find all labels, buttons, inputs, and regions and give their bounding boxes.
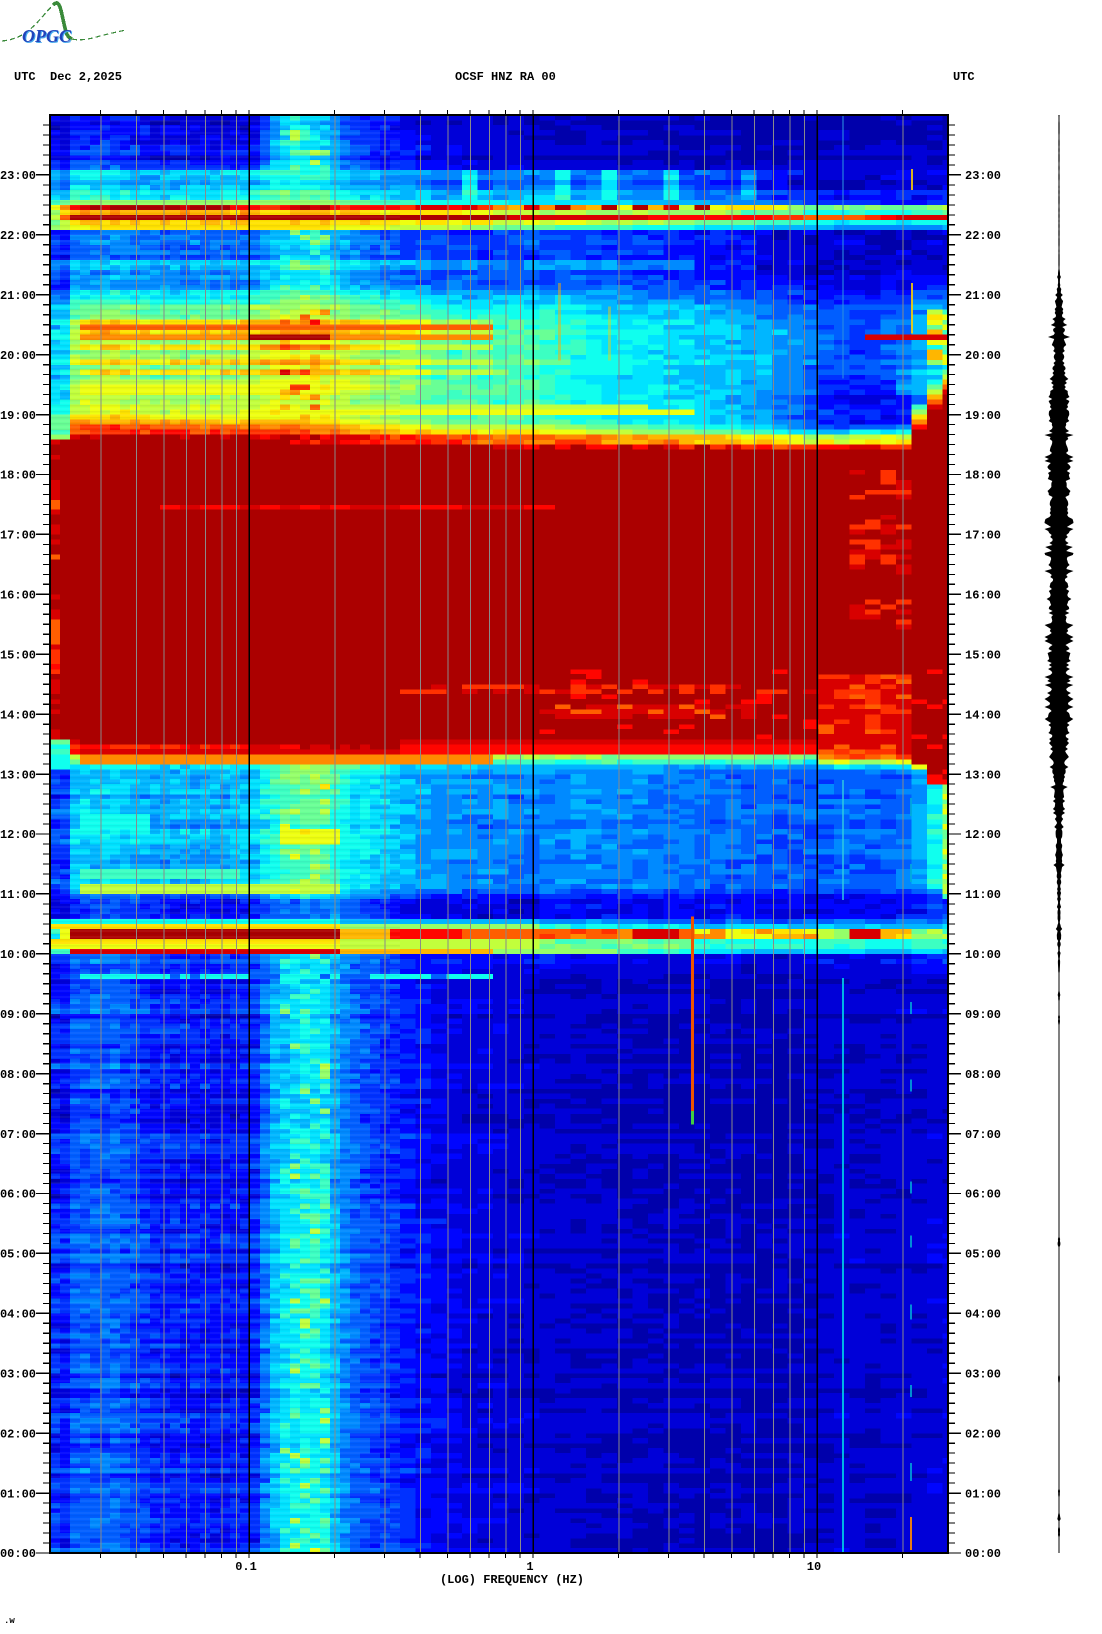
svg-text:13:00: 13:00: [965, 768, 1001, 782]
svg-text:18:00: 18:00: [965, 469, 1001, 483]
svg-text:08:00: 08:00: [965, 1068, 1001, 1082]
svg-text:OPGC: OPGC: [23, 27, 73, 47]
svg-text:11:00: 11:00: [965, 888, 1001, 902]
svg-text:01:00: 01:00: [965, 1487, 1001, 1501]
svg-text:16:00: 16:00: [965, 589, 1001, 603]
svg-text:18:00: 18:00: [0, 469, 36, 483]
svg-text:19:00: 19:00: [0, 409, 36, 423]
svg-text:17:00: 17:00: [965, 529, 1001, 543]
svg-text:.w: .w: [4, 1616, 15, 1626]
svg-text:11:00: 11:00: [0, 888, 36, 902]
svg-text:13:00: 13:00: [0, 768, 36, 782]
svg-text:1: 1: [526, 1560, 533, 1574]
svg-text:22:00: 22:00: [0, 229, 36, 243]
svg-text:07:00: 07:00: [965, 1128, 1001, 1142]
svg-text:02:00: 02:00: [965, 1427, 1001, 1441]
svg-text:05:00: 05:00: [965, 1248, 1001, 1262]
svg-text:04:00: 04:00: [0, 1308, 36, 1322]
svg-text:21:00: 21:00: [0, 289, 36, 303]
svg-text:10: 10: [807, 1560, 821, 1574]
svg-text:01:00: 01:00: [0, 1487, 36, 1501]
svg-text:10:00: 10:00: [965, 948, 1001, 962]
svg-text:OPGC: OPGC: [22, 26, 72, 46]
svg-text:00:00: 00:00: [0, 1547, 36, 1561]
svg-text:06:00: 06:00: [0, 1188, 36, 1202]
svg-text:23:00: 23:00: [0, 169, 36, 183]
svg-text:(LOG) FREQUENCY (HZ): (LOG) FREQUENCY (HZ): [440, 1573, 584, 1587]
svg-text:12:00: 12:00: [0, 828, 36, 842]
svg-text:12:00: 12:00: [965, 828, 1001, 842]
svg-text:15:00: 15:00: [965, 648, 1001, 662]
svg-text:19:00: 19:00: [965, 409, 1001, 423]
svg-text:OCSF HNZ RA 00: OCSF HNZ RA 00: [455, 70, 556, 84]
svg-text:05:00: 05:00: [0, 1248, 36, 1262]
svg-text:07:00: 07:00: [0, 1128, 36, 1142]
svg-text:16:00: 16:00: [0, 589, 36, 603]
svg-text:04:00: 04:00: [965, 1308, 1001, 1322]
svg-text:03:00: 03:00: [965, 1367, 1001, 1381]
svg-text:22:00: 22:00: [965, 229, 1001, 243]
svg-text:09:00: 09:00: [965, 1008, 1001, 1022]
svg-text:UTC: UTC: [953, 70, 975, 84]
svg-text:09:00: 09:00: [0, 1008, 36, 1022]
svg-text:00:00: 00:00: [965, 1547, 1001, 1561]
svg-text:20:00: 20:00: [0, 349, 36, 363]
svg-text:23:00: 23:00: [965, 169, 1001, 183]
svg-text:UTC: UTC: [14, 70, 36, 84]
svg-text:14:00: 14:00: [965, 708, 1001, 722]
svg-text:17:00: 17:00: [0, 529, 36, 543]
svg-text:03:00: 03:00: [0, 1367, 36, 1381]
svg-text:08:00: 08:00: [0, 1068, 36, 1082]
svg-text:14:00: 14:00: [0, 708, 36, 722]
svg-text:21:00: 21:00: [965, 289, 1001, 303]
svg-text:02:00: 02:00: [0, 1427, 36, 1441]
svg-text:15:00: 15:00: [0, 648, 36, 662]
svg-text:20:00: 20:00: [965, 349, 1001, 363]
svg-text:Dec 2,2025: Dec 2,2025: [50, 70, 122, 84]
svg-text:06:00: 06:00: [965, 1188, 1001, 1202]
svg-text:10:00: 10:00: [0, 948, 36, 962]
svg-text:0.1: 0.1: [235, 1560, 257, 1574]
